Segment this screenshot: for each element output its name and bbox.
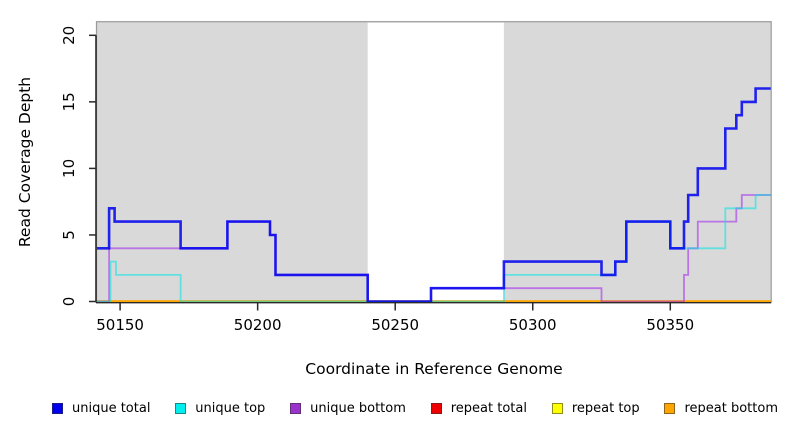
x-tick-label: 50300 [509,316,557,334]
legend-item-label: unique top [195,401,266,416]
legend-item-label: repeat bottom [684,401,778,416]
x-tick-label: 50350 [646,316,694,334]
legend-swatch [664,403,676,414]
legend-item-repeat-top: repeat top [551,401,640,416]
y-tick-label: 0 [60,297,78,307]
y-tick-label: 10 [60,159,78,178]
legend-item-label: repeat top [571,401,640,416]
legend-item-unique-bottom: unique bottom [290,401,406,416]
legend-swatch [551,403,563,414]
legend: unique total unique top unique bottom repea… [0,385,792,432]
x-axis-title: Coordinate in Reference Genome [305,360,562,378]
y-tick-label: 20 [60,26,78,45]
legend-swatch [52,403,63,414]
legend-item-repeat-total: repeat total [430,401,527,416]
y-tick-label: 5 [60,230,78,240]
legend-item-repeat-bottom: repeat bottom [664,401,778,416]
x-tick-label: 50200 [234,316,282,334]
legend-swatch [430,403,442,414]
x-tick-label: 50150 [96,316,144,334]
series-path-unique-total [97,87,771,303]
legend-item-unique-total: unique total [52,401,150,416]
legend-swatch [290,403,302,414]
legend-item-unique-top: unique top [175,401,265,416]
legend-swatch [175,403,187,414]
legend-item-label: unique total [72,401,151,416]
y-tick-label: 15 [60,92,78,111]
y-axis-title: Read Coverage Depth [16,77,34,247]
legend-item-label: repeat total [450,401,527,416]
gap-band [367,22,504,302]
x-tick-label: 50250 [371,316,419,334]
legend-item-label: unique bottom [310,401,406,416]
coverage-plot-svg: 0 5 10 15 20 50150 50200 50250 50300 50350 Coordi… [16,21,772,378]
